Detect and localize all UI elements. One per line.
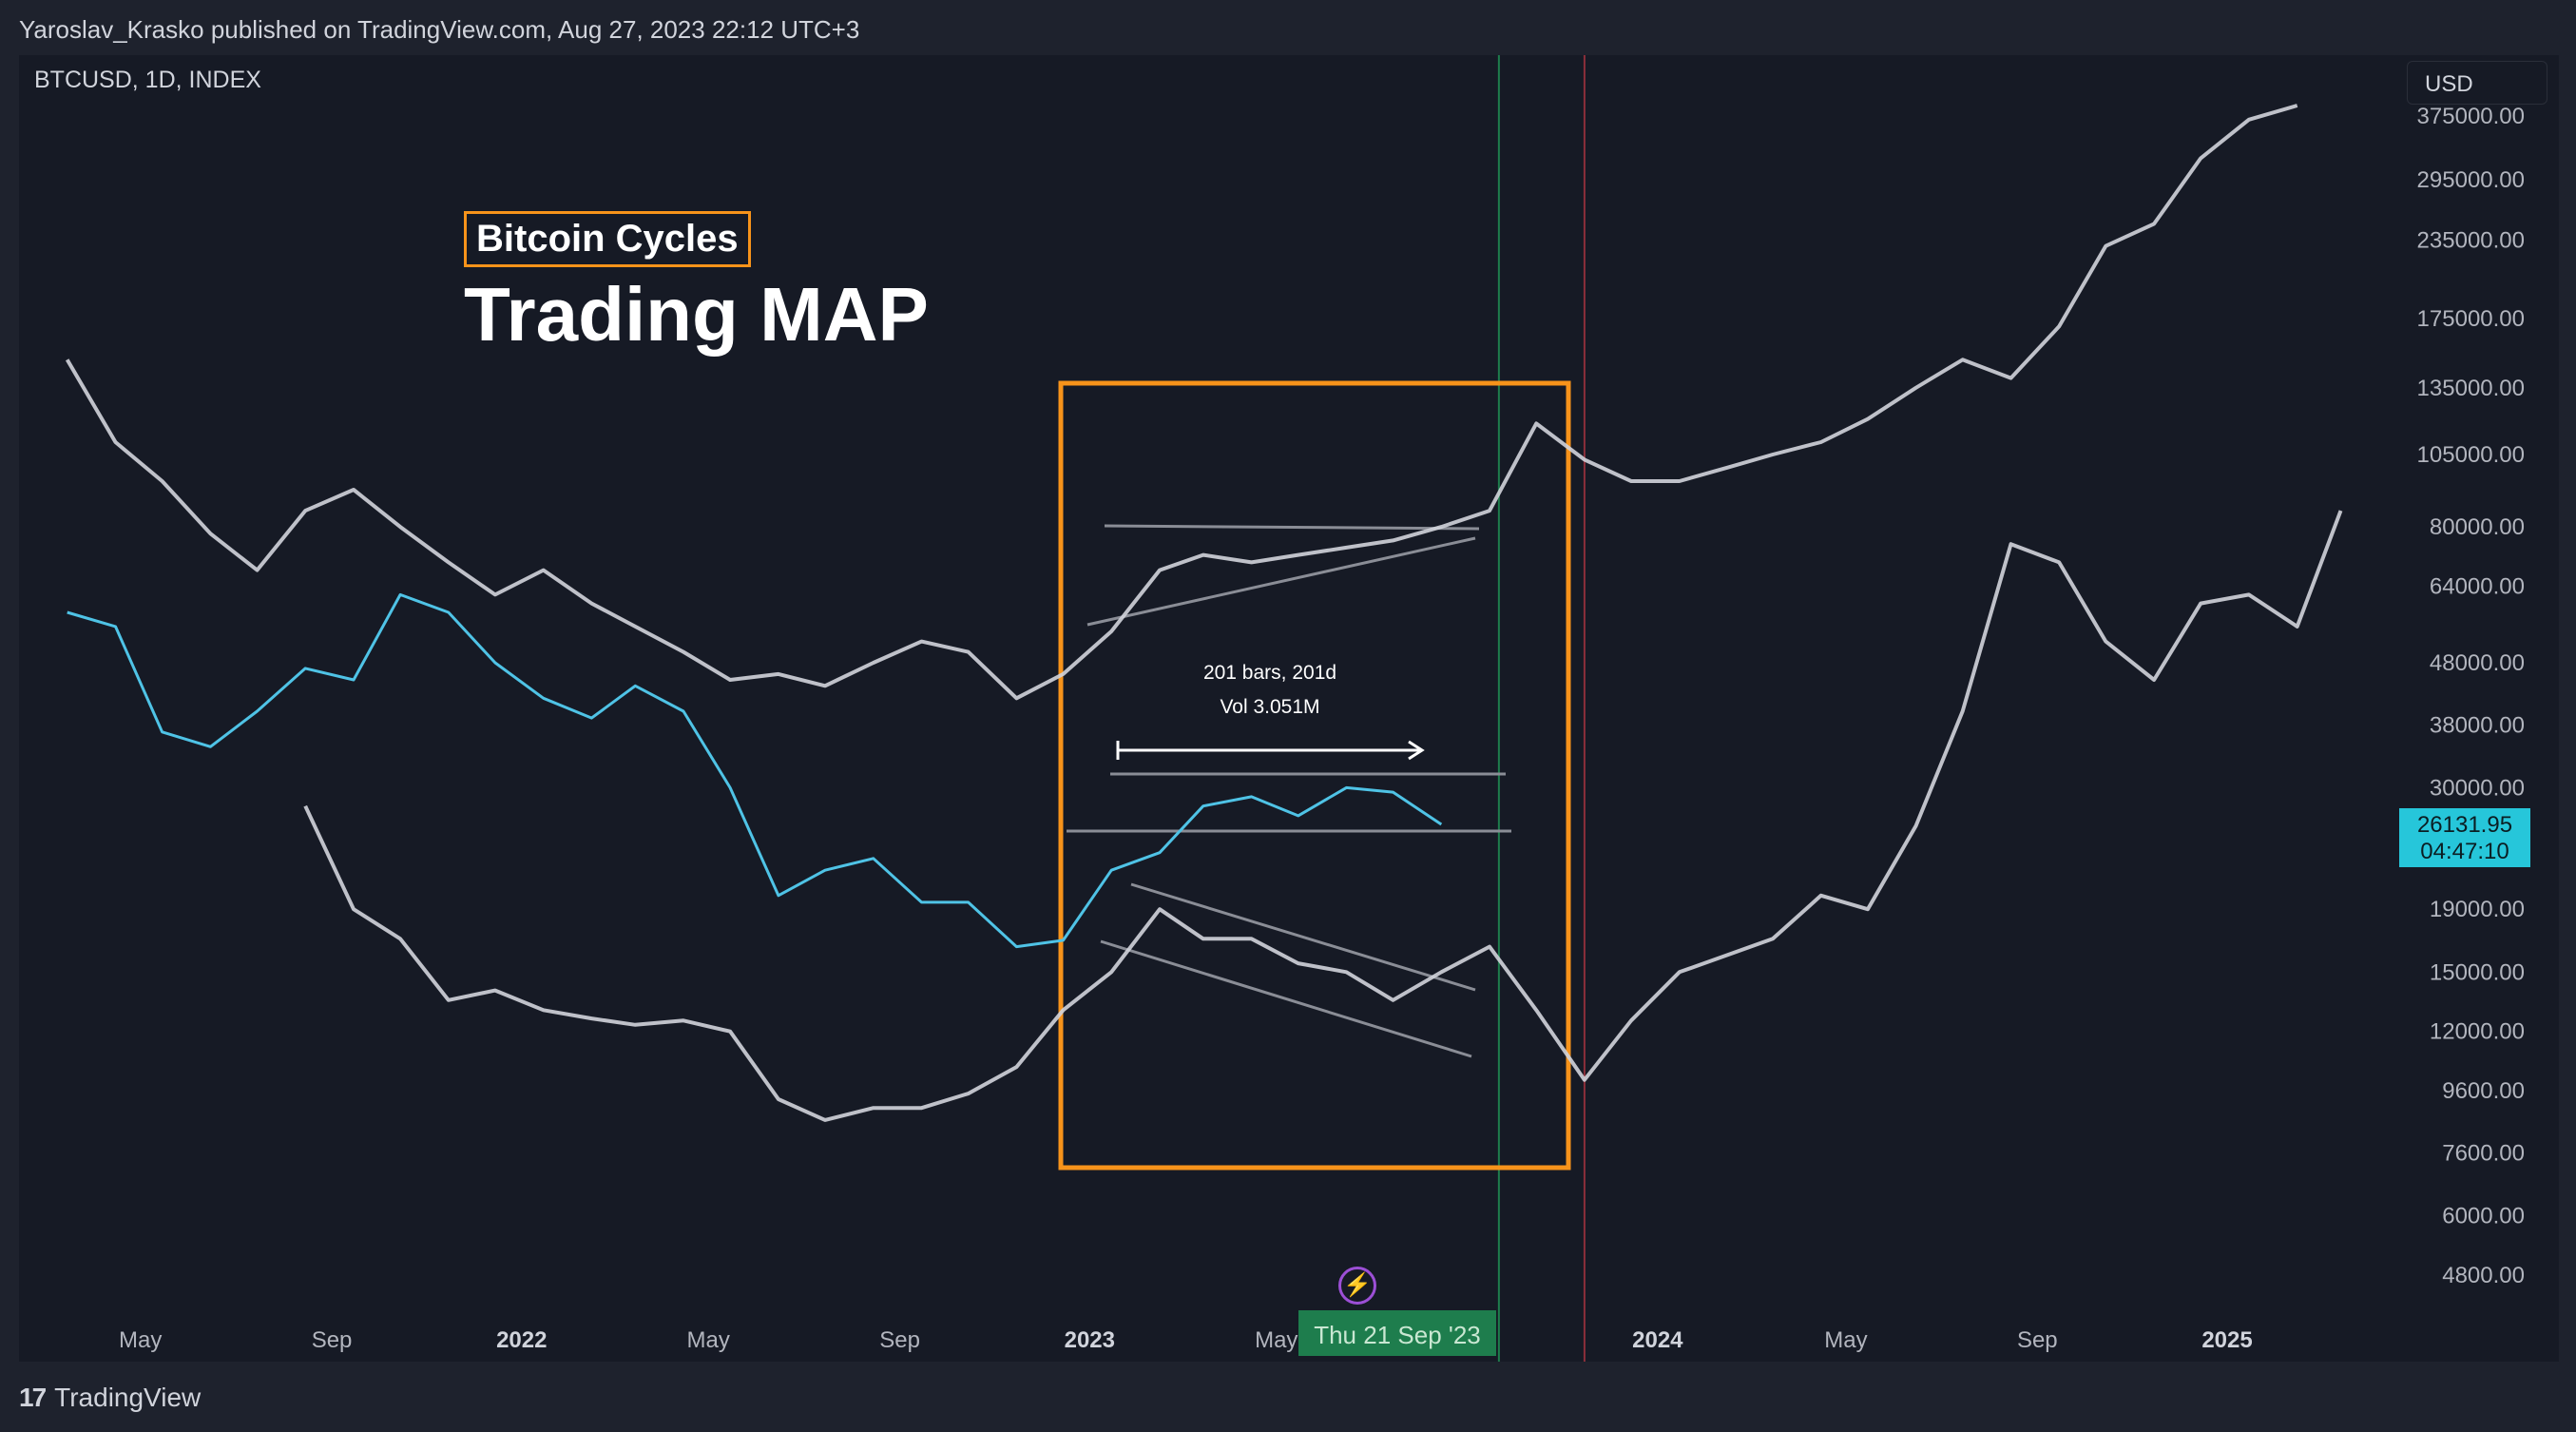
x-tick-label: Sep [879, 1327, 920, 1353]
y-tick-label: 135000.00 [2417, 376, 2525, 401]
x-tick-label: May [119, 1327, 162, 1353]
measure-bars: 201 bars, 201d [1202, 662, 1337, 684]
x-tick-label: 2022 [496, 1327, 547, 1353]
measure-label: 201 bars, 201d Vol 3.051M [1188, 656, 1352, 725]
chart-area[interactable] [19, 55, 2559, 1362]
measure-volume: Vol 3.051M [1220, 696, 1320, 718]
price-series-2 [303, 510, 2343, 1122]
symbol-label[interactable]: BTCUSD, 1D, INDEX [34, 67, 261, 93]
support-trendline [1086, 536, 1476, 627]
channel-top-line [1130, 882, 1476, 992]
y-tick-label: 19000.00 [2430, 897, 2525, 922]
header-bar: Yaroslav_Krasko published on TradingView… [0, 0, 2576, 55]
y-tick-label: 64000.00 [2430, 574, 2525, 600]
x-tick-label: May [687, 1327, 730, 1353]
lightning-icon[interactable]: ⚡ [1338, 1267, 1376, 1305]
x-tick-label: Sep [312, 1327, 353, 1353]
x-tick-label: 2023 [1065, 1327, 1115, 1353]
y-tick-label: 7600.00 [2442, 1140, 2525, 1166]
tradingview-logo-icon: 17 [19, 1383, 47, 1412]
chart-title: Trading MAP [464, 272, 929, 357]
y-tick-label: 375000.00 [2417, 104, 2525, 129]
y-tick-label: 15000.00 [2430, 959, 2525, 985]
highlight-box [1058, 380, 1571, 1171]
last-price: 26131.95 [2416, 812, 2513, 838]
cycles-tag: Bitcoin Cycles [464, 211, 751, 267]
last-price-tag: 26131.95 04:47:10 [2399, 808, 2530, 867]
x-tick-label: Sep [2017, 1327, 2058, 1353]
x-tick-label: 2024 [1632, 1327, 1683, 1353]
x-tick-label: May [1824, 1327, 1867, 1353]
crosshair-date-label: Thu 21 Sep '23 [1298, 1310, 1496, 1356]
x-tick-label: 2025 [2201, 1327, 2252, 1353]
brand-name: TradingView [54, 1383, 202, 1412]
y-tick-label: 12000.00 [2430, 1019, 2525, 1045]
publisher-info: Yaroslav_Krasko published on TradingView… [19, 15, 860, 44]
footer-bar: 17 TradingView [0, 1362, 2576, 1432]
y-tick-label: 295000.00 [2417, 167, 2525, 193]
currency-button[interactable]: USD [2407, 61, 2547, 105]
y-tick-label: 30000.00 [2430, 775, 2525, 801]
y-tick-label: 48000.00 [2430, 650, 2525, 676]
resistance-line [1104, 524, 1480, 531]
price-series-3 [67, 592, 1443, 949]
y-tick-label: 235000.00 [2417, 228, 2525, 254]
y-tick-label: 6000.00 [2442, 1204, 2525, 1229]
bar-countdown: 04:47:10 [2420, 839, 2509, 864]
channel-bottom-line [1100, 939, 1472, 1058]
y-tick-label: 9600.00 [2442, 1078, 2525, 1104]
y-tick-label: 38000.00 [2430, 712, 2525, 738]
tradingview-logo[interactable]: 17 TradingView [19, 1383, 201, 1413]
y-tick-label: 105000.00 [2417, 442, 2525, 468]
measure-arrowhead [1408, 740, 1425, 761]
price-series-1 [65, 104, 2298, 701]
y-tick-label: 4800.00 [2442, 1263, 2525, 1288]
x-tick-label: May [1255, 1327, 1298, 1353]
y-tick-label: 175000.00 [2417, 306, 2525, 332]
y-tick-label: 80000.00 [2430, 514, 2525, 540]
